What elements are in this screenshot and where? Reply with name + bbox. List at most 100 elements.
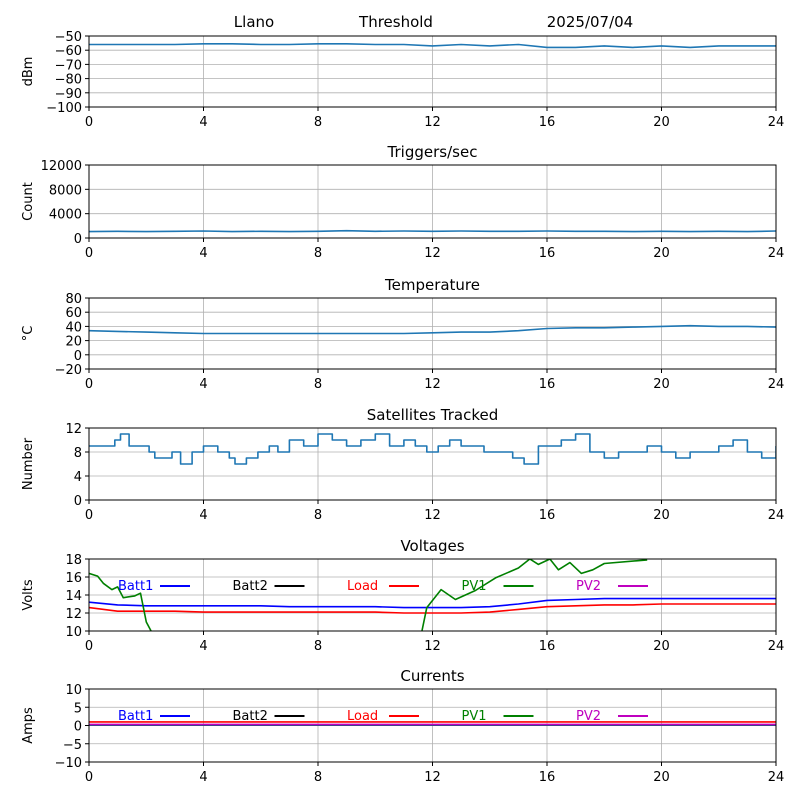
x-tick-label: 24 [768,377,785,392]
chart-title: Voltages [400,537,464,555]
y-tick-label: 4 [74,470,82,485]
series-line-main [89,433,776,465]
legend-label-batt2: Batt2 [233,579,268,594]
y-tick-label: 10 [65,683,82,698]
x-tick-label: 12 [424,246,441,261]
y-tick-label: 80 [65,292,82,307]
series-line-load [89,603,776,614]
chart-panel-6: 0 4 8 12 16 20 24 −10 −5 0 5 10 Currents Amps Batt1 Bat… [21,667,784,785]
x-tick-label: 20 [653,115,670,130]
y-axis-label: dBm [21,57,36,87]
y-tick-label: 16 [65,571,82,586]
y-tick-label: 0 [74,349,82,364]
y-tick-label: 8000 [49,183,82,198]
header-date: 2025/07/04 [547,13,633,31]
y-tick-label: 0 [74,494,82,509]
chart-title: Satellites Tracked [367,406,498,424]
x-tick-label: 16 [539,770,556,785]
x-tick-label: 4 [199,639,207,654]
legend-label-pv2: PV2 [576,579,601,594]
y-tick-label: 12 [65,422,82,437]
x-tick-label: 4 [199,115,207,130]
x-tick-label: 16 [539,639,556,654]
y-tick-label: 60 [65,306,82,321]
chart-title: Currents [400,667,464,685]
x-tick-label: 8 [314,246,322,261]
y-tick-label: 40 [65,320,82,335]
y-tick-label: 8 [74,446,82,461]
x-tick-label: 4 [199,246,207,261]
x-tick-label: 16 [539,246,556,261]
y-tick-label: −10 [55,756,82,771]
chart-title: Temperature [384,276,480,294]
legend-label-pv1: PV1 [462,579,487,594]
x-tick-label: 8 [314,639,322,654]
chart-panel-5: 0 4 8 12 16 20 24 10 12 14 16 18 Voltages Volts Batt1 B… [21,537,784,654]
axes-frame [88,35,777,108]
x-tick-label: 24 [768,115,785,130]
x-tick-label: 8 [314,770,322,785]
y-tick-label: −80 [55,73,82,88]
x-tick-label: 12 [424,115,441,130]
series-line-main [89,229,776,233]
y-axis-label: Number [21,437,36,490]
legend-label-batt1: Batt1 [118,709,153,724]
axes-frame [88,427,777,501]
y-tick-label: −5 [63,738,82,753]
axes-frame [88,558,777,632]
series-line-main [89,43,776,49]
series-line-batt1 [89,597,776,609]
x-tick-label: 16 [539,377,556,392]
x-tick-label: 4 [199,377,207,392]
x-tick-label: 8 [314,115,322,130]
x-tick-label: 12 [424,639,441,654]
y-axis-label: Amps [21,707,36,744]
x-tick-label: 0 [85,508,93,523]
header-mode: Threshold [358,13,433,31]
x-tick-label: 24 [768,246,785,261]
legend-label-pv1: PV1 [462,709,487,724]
y-axis-label: Count [21,182,36,221]
y-tick-label: −50 [55,30,82,45]
y-tick-label: 12000 [41,159,82,174]
x-tick-label: 24 [768,639,785,654]
x-tick-label: 8 [314,377,322,392]
y-axis-label: °C [21,326,36,342]
x-tick-label: 8 [314,508,322,523]
x-tick-label: 16 [539,508,556,523]
axes-frame [88,688,777,763]
legend-label-load: Load [347,709,378,724]
x-tick-label: 20 [653,508,670,523]
x-tick-label: 12 [424,508,441,523]
x-tick-label: 24 [768,508,785,523]
x-tick-label: 0 [85,639,93,654]
x-tick-label: 0 [85,377,93,392]
x-tick-label: 16 [539,115,556,130]
series-line-main [89,324,776,335]
y-tick-label: −60 [55,44,82,59]
y-tick-label: 0 [74,720,82,735]
chart-panel-1: 0 4 8 12 16 20 24 −100−90−80−70−60−50 dBm [21,30,784,130]
y-tick-label: 14 [65,589,82,604]
x-tick-label: 0 [85,246,93,261]
legend-label-load: Load [347,579,378,594]
y-axis-label: Volts [21,579,36,611]
x-tick-label: 20 [653,639,670,654]
y-tick-label: 0 [74,232,82,247]
x-tick-label: 4 [199,508,207,523]
x-tick-label: 20 [653,770,670,785]
x-tick-label: 12 [424,770,441,785]
x-tick-label: 24 [768,770,785,785]
legend-label-pv2: PV2 [576,709,601,724]
chart-title: Triggers/sec [387,143,478,161]
axes-frame [88,297,777,370]
legend-label-batt2: Batt2 [233,709,268,724]
x-tick-label: 0 [85,770,93,785]
series-line-pv1 [89,559,648,631]
y-tick-label: 10 [65,625,82,640]
x-tick-label: 0 [85,115,93,130]
y-tick-label: −100 [46,101,82,116]
